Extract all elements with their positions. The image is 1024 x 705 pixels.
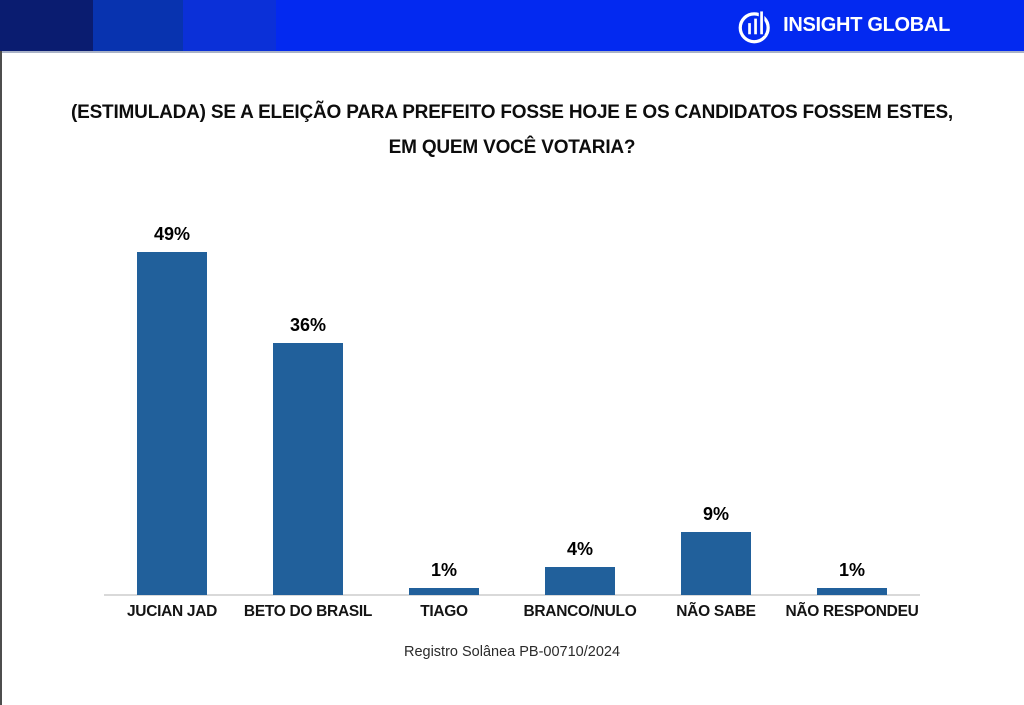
bar — [137, 252, 207, 595]
header-gradient-segment — [0, 0, 93, 51]
bar-category-label: BRANCO/NULO — [523, 603, 637, 620]
bar-value-label: 1% — [838, 560, 865, 580]
bar-value-label: 9% — [702, 504, 729, 524]
header-gradient-segment — [183, 0, 276, 51]
bar-category-label: JUCIAN JAD — [126, 603, 217, 620]
bar-value-label: 1% — [430, 560, 457, 580]
registry-note: Registro Solânea PB-00710/2024 — [403, 644, 621, 660]
bar — [545, 567, 615, 595]
bar — [817, 588, 887, 595]
bar-chart: 49% JUCIAN JAD 36% BETO DO BRASIL 1% TIAGO 4% B… — [104, 165, 920, 630]
bar-group: 1% TIAGO — [376, 165, 512, 630]
brand-name: INSIGHT GLOBAL — [783, 14, 950, 36]
bar-group: 49% JUCIAN JAD — [104, 165, 240, 630]
header-gradient-segment — [276, 0, 1024, 51]
bar-category-label: NÃO RESPONDEU — [785, 603, 919, 620]
bar-group: 1% NÃO RESPONDEU — [784, 165, 920, 630]
bar-category-label: BETO DO BRASIL — [243, 603, 373, 620]
bar-chart-in-circle-icon — [738, 9, 770, 43]
bar-category-label: TIAGO — [420, 603, 468, 620]
header-gradient — [0, 0, 1024, 51]
brand-logo: INSIGHT GLOBAL — [738, 0, 950, 51]
chart-title-line2: EM QUEM VOCÊ VOTARIA? — [388, 137, 636, 158]
bar-value-label: 4% — [566, 539, 593, 559]
header-gradient-segment — [93, 0, 183, 51]
bar-group: 4% BRANCO/NULO — [512, 165, 648, 630]
bar-category-label: NÃO SABE — [676, 603, 756, 620]
bar — [681, 532, 751, 595]
chart-title: (ESTIMULADA) SE A ELEIÇÃO PARA PREFEITO … — [32, 95, 992, 165]
bar-group: 9% NÃO SABE — [648, 165, 784, 630]
bar-value-label: 49% — [153, 224, 191, 244]
bar — [273, 343, 343, 595]
x-axis-line — [104, 594, 920, 596]
header-banner: INSIGHT GLOBAL — [0, 0, 1024, 53]
left-page-border — [0, 51, 2, 705]
bar — [409, 588, 479, 595]
bar-value-label: 36% — [289, 315, 327, 335]
chart-title-line1: (ESTIMULADA) SE A ELEIÇÃO PARA PREFEITO … — [70, 102, 954, 123]
bar-group: 36% BETO DO BRASIL — [240, 165, 376, 630]
